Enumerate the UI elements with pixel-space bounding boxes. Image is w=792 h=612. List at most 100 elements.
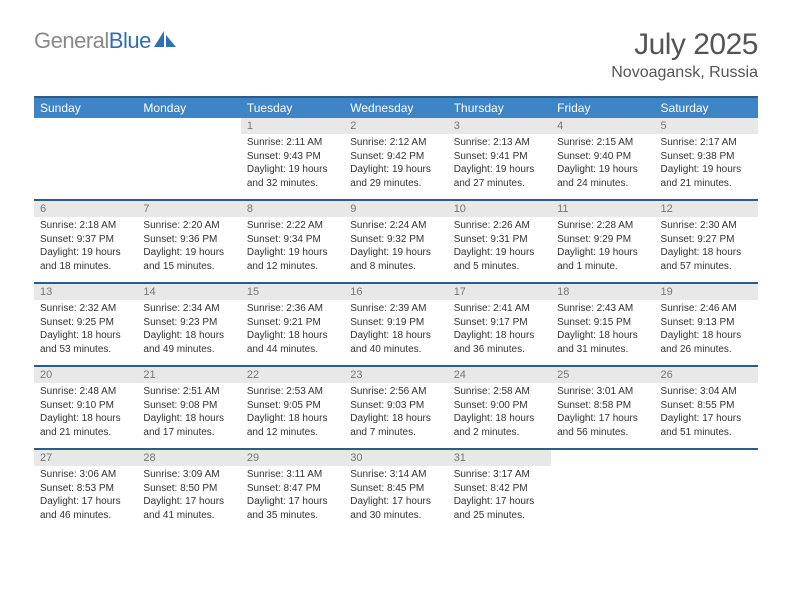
day-number-cell: 31 xyxy=(448,450,551,466)
daylight-line: Daylight: 17 hours and 56 minutes. xyxy=(557,412,648,439)
day-header: Friday xyxy=(551,97,654,118)
day-header: Monday xyxy=(137,97,240,118)
day-number-cell xyxy=(34,118,137,134)
day-number-cell: 8 xyxy=(241,201,344,217)
daylight-line: Daylight: 18 hours and 17 minutes. xyxy=(143,412,234,439)
day-header: Sunday xyxy=(34,97,137,118)
sunrise-line: Sunrise: 3:06 AM xyxy=(40,468,131,482)
daylight-line: Daylight: 19 hours and 15 minutes. xyxy=(143,246,234,273)
sunrise-line: Sunrise: 2:15 AM xyxy=(557,136,648,150)
sunset-line: Sunset: 9:34 PM xyxy=(247,233,338,247)
sunset-line: Sunset: 9:21 PM xyxy=(247,316,338,330)
sunset-line: Sunset: 9:38 PM xyxy=(661,150,752,164)
day-content-cell: Sunrise: 2:56 AMSunset: 9:03 PMDaylight:… xyxy=(344,383,447,449)
daynum-row: 12345 xyxy=(34,118,758,134)
daylight-line: Daylight: 17 hours and 30 minutes. xyxy=(350,495,441,522)
logo-text-blue: Blue xyxy=(109,28,151,53)
daylight-line: Daylight: 18 hours and 53 minutes. xyxy=(40,329,131,356)
sunrise-line: Sunrise: 2:39 AM xyxy=(350,302,441,316)
sunset-line: Sunset: 9:27 PM xyxy=(661,233,752,247)
day-content-cell: Sunrise: 2:20 AMSunset: 9:36 PMDaylight:… xyxy=(137,217,240,283)
sunrise-line: Sunrise: 2:46 AM xyxy=(661,302,752,316)
day-content-cell: Sunrise: 2:15 AMSunset: 9:40 PMDaylight:… xyxy=(551,134,654,200)
sunrise-line: Sunrise: 3:14 AM xyxy=(350,468,441,482)
content-row: Sunrise: 2:11 AMSunset: 9:43 PMDaylight:… xyxy=(34,134,758,200)
sunset-line: Sunset: 9:43 PM xyxy=(247,150,338,164)
sunset-line: Sunset: 9:10 PM xyxy=(40,399,131,413)
sunrise-line: Sunrise: 2:56 AM xyxy=(350,385,441,399)
day-number-cell: 19 xyxy=(655,284,758,300)
day-number-cell: 14 xyxy=(137,284,240,300)
day-number-cell: 30 xyxy=(344,450,447,466)
day-content-cell: Sunrise: 2:39 AMSunset: 9:19 PMDaylight:… xyxy=(344,300,447,366)
sunset-line: Sunset: 9:23 PM xyxy=(143,316,234,330)
logo: GeneralBlue xyxy=(34,28,176,54)
daylight-line: Daylight: 18 hours and 2 minutes. xyxy=(454,412,545,439)
day-content-cell: Sunrise: 2:32 AMSunset: 9:25 PMDaylight:… xyxy=(34,300,137,366)
sunrise-line: Sunrise: 2:17 AM xyxy=(661,136,752,150)
sunset-line: Sunset: 8:50 PM xyxy=(143,482,234,496)
daylight-line: Daylight: 19 hours and 1 minute. xyxy=(557,246,648,273)
daylight-line: Daylight: 17 hours and 35 minutes. xyxy=(247,495,338,522)
sunset-line: Sunset: 9:08 PM xyxy=(143,399,234,413)
sunset-line: Sunset: 9:29 PM xyxy=(557,233,648,247)
day-number-cell: 3 xyxy=(448,118,551,134)
day-content-cell: Sunrise: 2:30 AMSunset: 9:27 PMDaylight:… xyxy=(655,217,758,283)
sunset-line: Sunset: 8:53 PM xyxy=(40,482,131,496)
day-number-cell xyxy=(137,118,240,134)
day-header: Saturday xyxy=(655,97,758,118)
calendar-table: SundayMondayTuesdayWednesdayThursdayFrid… xyxy=(34,96,758,531)
daylight-line: Daylight: 19 hours and 24 minutes. xyxy=(557,163,648,190)
sunrise-line: Sunrise: 2:58 AM xyxy=(454,385,545,399)
day-number-cell: 7 xyxy=(137,201,240,217)
sunrise-line: Sunrise: 2:41 AM xyxy=(454,302,545,316)
day-header-row: SundayMondayTuesdayWednesdayThursdayFrid… xyxy=(34,97,758,118)
sunset-line: Sunset: 9:36 PM xyxy=(143,233,234,247)
day-content-cell: Sunrise: 3:06 AMSunset: 8:53 PMDaylight:… xyxy=(34,466,137,531)
day-number-cell: 5 xyxy=(655,118,758,134)
day-number-cell: 12 xyxy=(655,201,758,217)
title-block: July 2025 Novoagansk, Russia xyxy=(611,28,758,82)
day-content-cell: Sunrise: 2:22 AMSunset: 9:34 PMDaylight:… xyxy=(241,217,344,283)
logo-text-gray: General xyxy=(34,28,109,53)
page-title: July 2025 xyxy=(611,28,758,62)
sunrise-line: Sunrise: 3:01 AM xyxy=(557,385,648,399)
day-content-cell: Sunrise: 3:14 AMSunset: 8:45 PMDaylight:… xyxy=(344,466,447,531)
daynum-row: 20212223242526 xyxy=(34,367,758,383)
sunrise-line: Sunrise: 2:20 AM xyxy=(143,219,234,233)
daylight-line: Daylight: 19 hours and 12 minutes. xyxy=(247,246,338,273)
sunrise-line: Sunrise: 2:53 AM xyxy=(247,385,338,399)
daylight-line: Daylight: 18 hours and 44 minutes. xyxy=(247,329,338,356)
day-content-cell: Sunrise: 2:34 AMSunset: 9:23 PMDaylight:… xyxy=(137,300,240,366)
daynum-row: 13141516171819 xyxy=(34,284,758,300)
sunrise-line: Sunrise: 2:48 AM xyxy=(40,385,131,399)
day-content-cell: Sunrise: 2:51 AMSunset: 9:08 PMDaylight:… xyxy=(137,383,240,449)
day-number-cell: 4 xyxy=(551,118,654,134)
day-content-cell xyxy=(551,466,654,531)
day-number-cell: 13 xyxy=(34,284,137,300)
day-content-cell: Sunrise: 3:11 AMSunset: 8:47 PMDaylight:… xyxy=(241,466,344,531)
day-header: Wednesday xyxy=(344,97,447,118)
sunrise-line: Sunrise: 3:17 AM xyxy=(454,468,545,482)
daylight-line: Daylight: 18 hours and 49 minutes. xyxy=(143,329,234,356)
sunrise-line: Sunrise: 2:34 AM xyxy=(143,302,234,316)
day-number-cell: 24 xyxy=(448,367,551,383)
sunset-line: Sunset: 9:25 PM xyxy=(40,316,131,330)
day-content-cell: Sunrise: 2:17 AMSunset: 9:38 PMDaylight:… xyxy=(655,134,758,200)
day-number-cell: 17 xyxy=(448,284,551,300)
daylight-line: Daylight: 17 hours and 25 minutes. xyxy=(454,495,545,522)
day-content-cell: Sunrise: 3:01 AMSunset: 8:58 PMDaylight:… xyxy=(551,383,654,449)
daylight-line: Daylight: 19 hours and 27 minutes. xyxy=(454,163,545,190)
daylight-line: Daylight: 19 hours and 18 minutes. xyxy=(40,246,131,273)
day-content-cell: Sunrise: 2:48 AMSunset: 9:10 PMDaylight:… xyxy=(34,383,137,449)
sunset-line: Sunset: 8:47 PM xyxy=(247,482,338,496)
sunset-line: Sunset: 9:32 PM xyxy=(350,233,441,247)
day-content-cell xyxy=(655,466,758,531)
calendar-body: 12345 Sunrise: 2:11 AMSunset: 9:43 PMDay… xyxy=(34,118,758,531)
daylight-line: Daylight: 18 hours and 21 minutes. xyxy=(40,412,131,439)
sunset-line: Sunset: 9:19 PM xyxy=(350,316,441,330)
sunrise-line: Sunrise: 2:30 AM xyxy=(661,219,752,233)
day-number-cell: 6 xyxy=(34,201,137,217)
day-number-cell: 10 xyxy=(448,201,551,217)
logo-sail-icon xyxy=(154,29,176,47)
